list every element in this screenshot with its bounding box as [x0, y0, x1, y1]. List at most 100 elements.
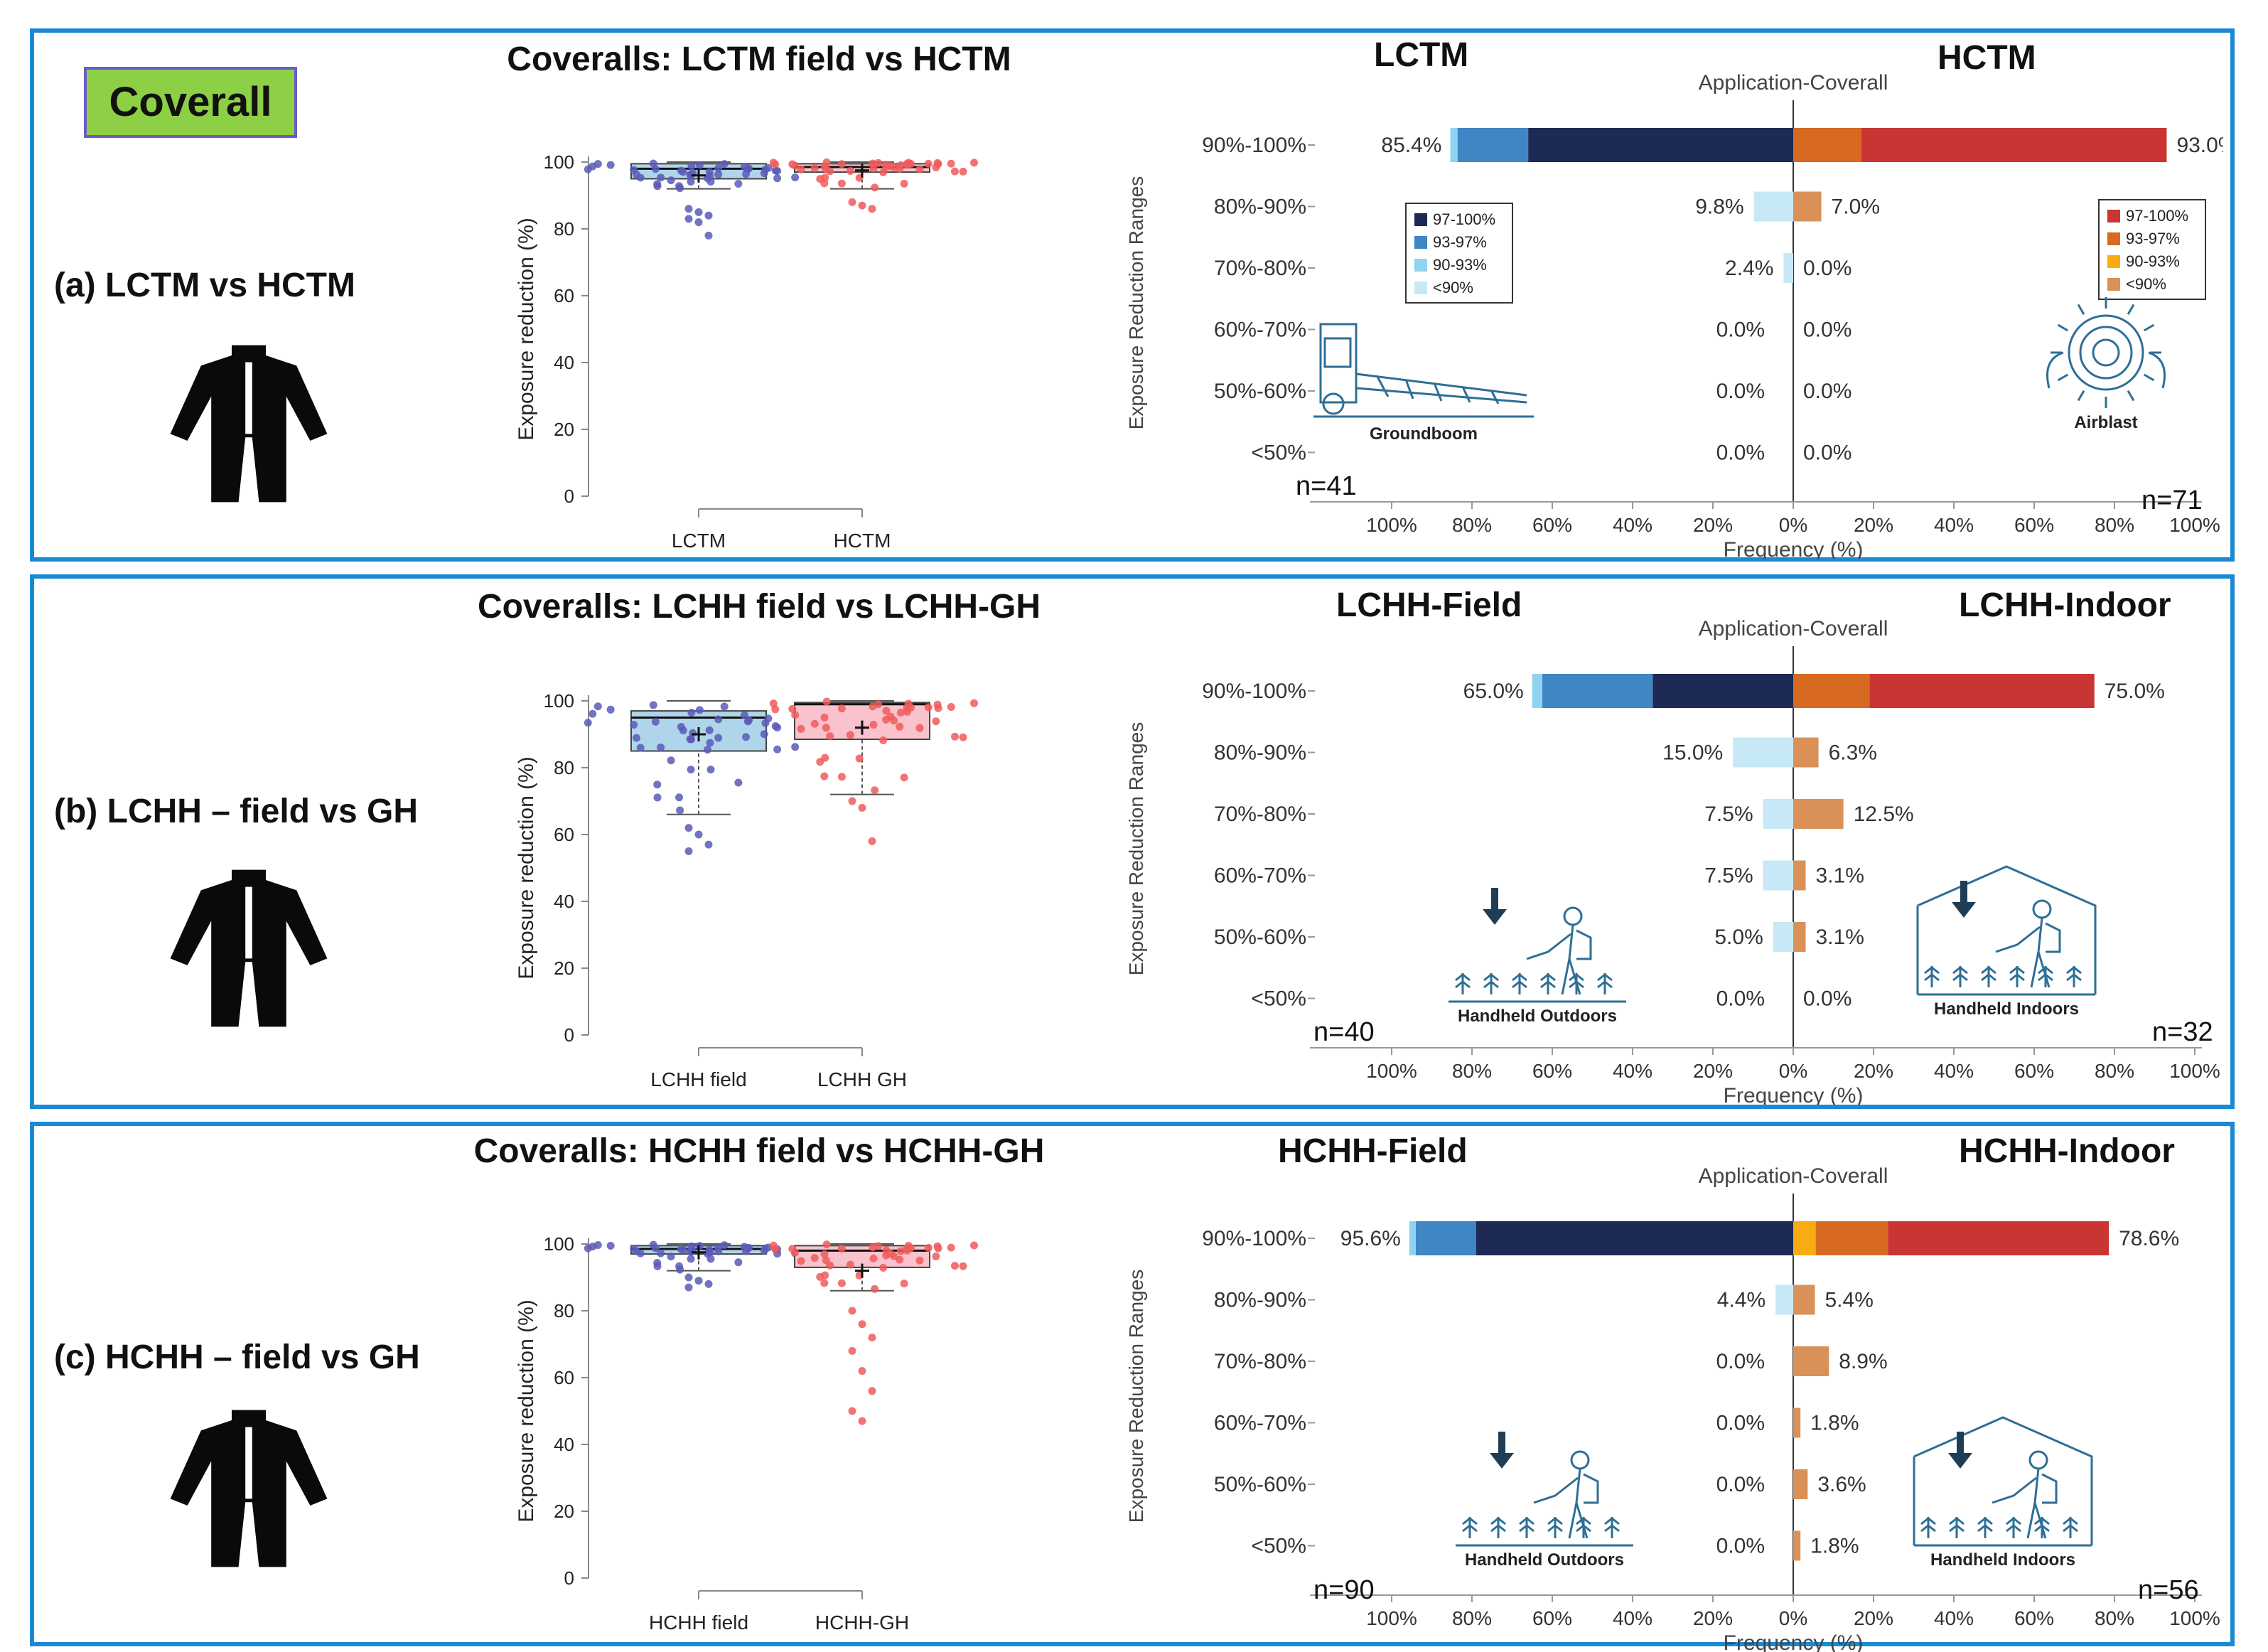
outlier-point	[848, 1346, 856, 1355]
legend-swatch	[2107, 232, 2120, 245]
mean-marker	[855, 1263, 869, 1278]
data-point	[720, 702, 729, 711]
x-tick-label: 100%	[2169, 1607, 2220, 1629]
y-axis-title: Exposure Reduction Ranges	[1125, 722, 1147, 975]
panel-b: (b) LCHH – field vs GH Coveralls: LCHH f…	[30, 574, 2235, 1109]
outlier-point	[858, 1367, 866, 1375]
data-point	[734, 1258, 743, 1267]
wheel	[1322, 392, 1345, 415]
legend-swatch	[2107, 278, 2120, 291]
data-point	[653, 793, 662, 802]
bar-left	[1775, 1284, 1793, 1315]
y-tick-label: 70%-80%	[1214, 803, 1306, 826]
data-point	[705, 726, 714, 734]
y-tick-label: 80%-90%	[1214, 195, 1306, 219]
diverging-bar-chart: Application-Coverall Exposure Reduction R…	[1125, 1164, 2220, 1652]
plant	[1981, 966, 1996, 987]
legend-right: 97-100% 93-97% 90-93% <90%	[2098, 199, 2206, 300]
outlier-point	[694, 208, 703, 216]
x-tick-label: 20%	[1693, 1060, 1733, 1082]
bar-left	[1753, 191, 1793, 222]
boxplot-title: Coveralls: LCTM field vs HCTM	[507, 41, 1011, 78]
bar-segment-left	[1528, 128, 1793, 162]
data-point	[734, 180, 743, 188]
data-point	[896, 161, 905, 169]
y-tick-label: <50%	[1251, 987, 1306, 1011]
coverall-badge: Coverall	[84, 67, 297, 138]
data-point	[745, 716, 753, 724]
data-point	[657, 173, 665, 182]
bar-segment-right	[1861, 128, 2167, 162]
boxplot-chart: 0 20 40 60 80 100 Exposure reduction (%) LCTM HC…	[515, 151, 979, 552]
outlier-point	[704, 840, 713, 849]
x-tick-label: 80%	[2095, 1607, 2134, 1629]
legend-label: <90%	[1433, 279, 1473, 296]
data-point	[679, 726, 687, 735]
data-point	[810, 1254, 819, 1262]
outlier-point	[694, 830, 703, 839]
data-point	[904, 1241, 913, 1250]
bar-segment-left	[1409, 1221, 1416, 1255]
mean-marker	[692, 727, 706, 741]
plant	[1924, 966, 1940, 987]
plant	[1512, 973, 1527, 994]
data-point	[950, 1262, 959, 1270]
bar-right	[1793, 1346, 1829, 1376]
data-point	[797, 165, 805, 173]
data-point	[822, 165, 830, 173]
x-axis-title: Frequency (%)	[1724, 1631, 1864, 1652]
data-point	[742, 170, 751, 178]
plant	[2066, 966, 2082, 987]
legend-swatch	[1414, 213, 1427, 226]
fan-ray	[2077, 390, 2085, 402]
coverall-person-icon	[170, 345, 328, 503]
fan-ring	[2068, 314, 2144, 391]
data-point	[687, 1255, 695, 1263]
x-tick-label: 40%	[1934, 514, 1974, 536]
worker-head	[1570, 1450, 1590, 1470]
data-point	[584, 719, 592, 727]
x-tick-label: 20%	[1693, 514, 1733, 536]
data-label-right: 75.0%	[2105, 680, 2165, 703]
y-tick-label: 80	[554, 1300, 574, 1321]
data-point	[904, 159, 913, 167]
worker-head	[2032, 899, 2052, 919]
bar-segment-left	[1542, 674, 1653, 708]
handheld-outdoors-icon	[1449, 888, 1626, 1003]
data-point	[797, 724, 805, 733]
outlier-point	[684, 205, 693, 213]
legend-label: 90-93%	[1433, 256, 1487, 274]
spray-arrow	[1490, 1432, 1514, 1469]
bar-right	[1793, 191, 1822, 222]
data-label-right: 0.0%	[1803, 318, 1852, 342]
data-point	[769, 699, 778, 708]
data-point	[771, 705, 780, 714]
mean-marker	[855, 720, 869, 735]
diverging-group: Application-Coverall Exposure Reduction R…	[1125, 617, 2220, 1105]
n-count-right: n=71	[2141, 486, 2203, 515]
boxplot-chart: 0 20 40 60 80 100 Exposure reduction (%) HCHH f…	[515, 1233, 979, 1634]
right-header: HCHH-Indoor	[1959, 1132, 2175, 1170]
data-point	[871, 786, 879, 795]
data-point	[959, 1262, 967, 1270]
data-point	[636, 744, 645, 752]
y-tick-label: 50%-60%	[1214, 926, 1306, 949]
worker-body	[1995, 917, 2061, 988]
plant	[1977, 1517, 1993, 1538]
data-point	[822, 697, 831, 706]
data-point	[651, 1244, 660, 1253]
sprayer-body	[2046, 351, 2166, 389]
data-point	[653, 180, 662, 188]
y-tick-label: 60%-70%	[1214, 1412, 1306, 1435]
y-tick-label: 90%-100%	[1202, 134, 1306, 157]
data-point	[846, 1260, 854, 1269]
data-point	[846, 166, 854, 175]
data-point	[879, 736, 888, 745]
outlier-point	[848, 198, 856, 206]
data-point	[896, 722, 904, 731]
data-point	[932, 1253, 940, 1261]
legend-label: <90%	[2126, 275, 2166, 293]
x-tick-label: 20%	[1854, 514, 1893, 536]
x-tick-label: 80%	[1452, 514, 1492, 536]
data-label-right: 3.1%	[1816, 864, 1864, 888]
